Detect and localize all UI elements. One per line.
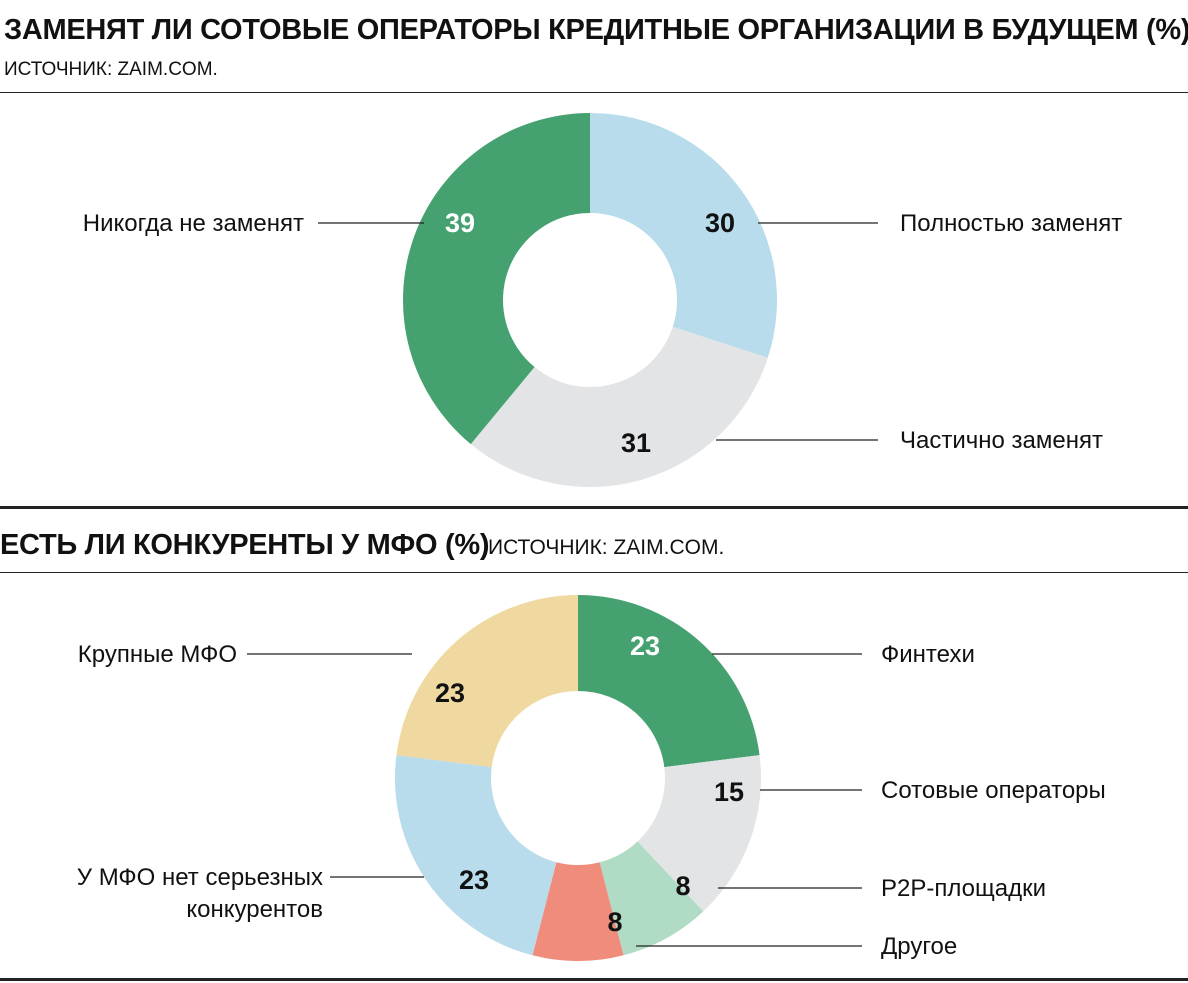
slice-никогда-не-заменят [403, 113, 590, 445]
slice-другое [532, 862, 624, 962]
value-label-полностью-заменят: 30 [705, 208, 735, 238]
value-label-у-мфо-нет-серьезных-конкурентов: 23 [459, 865, 489, 895]
value-label-p2p-площадки: 8 [675, 871, 690, 901]
slice-частично-заменят [470, 326, 768, 487]
slice-у-мфо-нет-серьезных-конкурентов [395, 755, 557, 956]
slice-полностью-заменят [590, 113, 778, 358]
chart2-title: ЕСТЬ ЛИ КОНКУРЕНТЫ У МФО (%) [0, 529, 490, 561]
slice-сотовые-операторы [637, 755, 761, 912]
category-label-крупные-мфо: Крупные МФО [78, 641, 237, 668]
slice-p2p-площадки [599, 841, 704, 956]
bottom-rule [0, 978, 1188, 981]
donut-chart-1: 30 Полностью заменят 31 Частично заменят 39 Н… [83, 113, 1122, 487]
slice-крупные-мфо [396, 595, 578, 768]
value-label-крупные-мфо: 23 [435, 678, 465, 708]
category-label-p2p-площадки: P2P-площадки [881, 875, 1046, 902]
slice-финтехи [578, 595, 760, 768]
value-label-финтехи: 23 [630, 631, 660, 661]
chart1-top-rule [0, 92, 1188, 93]
category-label-финтехи: Финтехи [881, 641, 975, 668]
donut-chart-2: 23 Финтехи 15 Сотовые операторы 8 P2P-площадк… [77, 595, 1106, 962]
category-label-у-мфо-нет-серьезных-конкурентов: У МФО нет серьезных конкурентов [77, 864, 323, 923]
category-label-другое: Другое [881, 933, 957, 960]
category-label-никогда-не-заменят: Никогда не заменят [83, 210, 304, 237]
chart1-source: ИСТОЧНИК: ZAIM.COM. [4, 59, 218, 80]
section-divider [0, 506, 1188, 509]
chart1-title: ЗАМЕНЯТ ЛИ СОТОВЫЕ ОПЕРАТОРЫ КРЕДИТНЫЕ О… [4, 14, 1188, 46]
value-label-другое: 8 [607, 907, 622, 937]
category-label-полностью-заменят: Полностью заменят [900, 210, 1122, 237]
category-label-частично-заменят: Частично заменят [900, 427, 1103, 454]
chart2-source: ИСТОЧНИК: ZAIM.COM. [488, 536, 725, 559]
value-label-никогда-не-заменят: 39 [445, 208, 475, 238]
category-label-сотовые-операторы: Сотовые операторы [881, 777, 1106, 804]
value-label-сотовые-операторы: 15 [714, 777, 744, 807]
value-label-частично-заменят: 31 [621, 428, 651, 458]
chart2-top-rule [0, 572, 1188, 573]
